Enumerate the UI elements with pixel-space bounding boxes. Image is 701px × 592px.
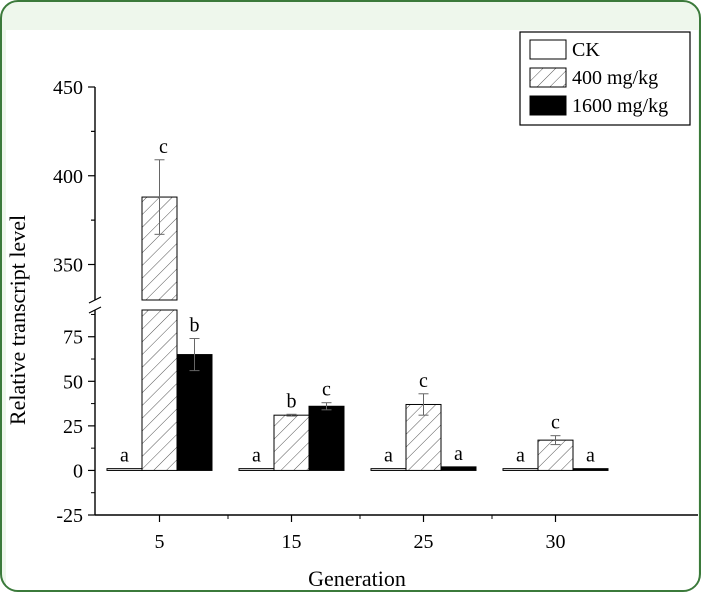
x-tick-label: 25 — [414, 531, 434, 553]
legend: CK 400 mg/kg 1600 mg/kg — [519, 31, 691, 126]
labels: 5 a c b 15 a b c 25 a c a 30 a c a — [120, 136, 595, 553]
legend-swatch — [529, 95, 567, 116]
x-tick-label: 15 — [282, 531, 302, 553]
y-tick-label: 75 — [63, 327, 83, 349]
significance-letter: b — [287, 390, 297, 412]
significance-letter: c — [551, 412, 560, 434]
bar — [502, 468, 539, 471]
significance-letter: a — [252, 445, 261, 467]
x-tick-label: 5 — [155, 531, 165, 553]
legend-swatch — [529, 67, 567, 88]
y-tick-label: 450 — [53, 77, 83, 99]
y-axis-label: Relative transcript level — [5, 215, 30, 425]
significance-letter: a — [516, 445, 525, 467]
x-tick-label: 30 — [546, 531, 566, 553]
bar — [238, 468, 275, 471]
y-tick-label: 25 — [63, 416, 83, 438]
significance-letter: a — [454, 443, 463, 465]
legend-label: 400 mg/kg — [572, 67, 658, 89]
bar — [273, 414, 310, 471]
axes: -25 0 25 50 75 350 400 450 — [53, 77, 698, 527]
significance-letter: a — [120, 445, 129, 467]
bar — [141, 309, 178, 471]
bar — [106, 468, 143, 471]
y-tick-label: -25 — [56, 505, 83, 527]
significance-letter: a — [384, 445, 393, 467]
significance-letter: c — [322, 379, 331, 401]
significance-letter: b — [190, 315, 200, 337]
significance-letter: a — [586, 445, 595, 467]
y-tick-label: 350 — [53, 255, 83, 277]
bar — [176, 354, 213, 471]
bar — [537, 439, 574, 471]
y-tick-label: 400 — [53, 166, 83, 188]
legend-label: CK — [572, 39, 600, 61]
bar — [308, 405, 345, 471]
axis-break-mark — [88, 306, 102, 314]
legend-swatch — [529, 39, 567, 60]
axis-break-mark — [88, 296, 102, 304]
bars — [106, 159, 609, 471]
y-tick-label: 0 — [73, 460, 83, 482]
legend-label: 1600 mg/kg — [572, 95, 668, 117]
x-axis-label: Generation — [308, 566, 406, 591]
bar — [572, 468, 609, 471]
significance-letter: c — [159, 136, 168, 158]
bar — [440, 466, 477, 471]
bar — [370, 468, 407, 471]
y-tick-label: 50 — [63, 371, 83, 393]
significance-letter: c — [419, 370, 428, 392]
